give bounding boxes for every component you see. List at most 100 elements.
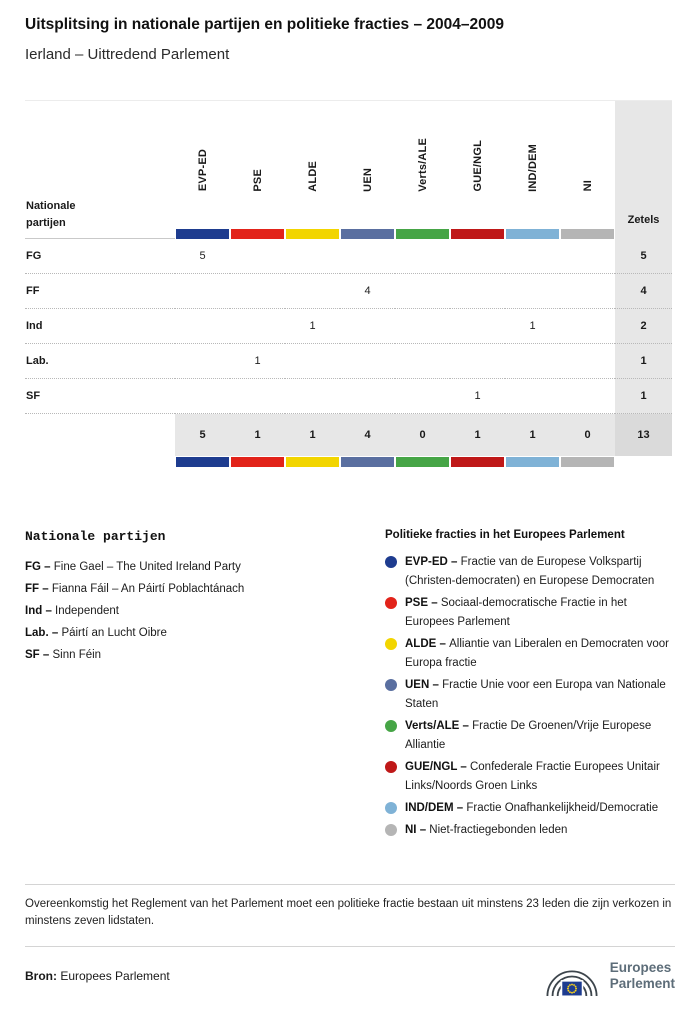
- totals-value-cell: 4: [340, 413, 395, 456]
- column-header-ni: NI: [581, 180, 594, 192]
- value-cell: [175, 273, 230, 309]
- ep-hemicycle-icon: [546, 970, 598, 997]
- group-color-bar: [396, 228, 449, 239]
- value-cell: 1: [450, 378, 505, 414]
- legend-item-ind-dem: IND/DEM – Fractie Onafhankelijkheid/Demo…: [385, 799, 675, 818]
- seats-cell: 5: [615, 238, 672, 274]
- value-cell: [340, 238, 395, 274]
- group-color-bar: [231, 456, 284, 467]
- value-cell: [560, 308, 615, 344]
- group-color-bar: [451, 456, 504, 467]
- group-color-bar: [176, 228, 229, 239]
- column-header-uen: UEN: [361, 167, 374, 192]
- value-cell: [230, 378, 285, 414]
- legend-color-dot: [385, 801, 397, 814]
- eu-flag-stars: [566, 983, 577, 994]
- legend-item-verts-ale: Verts/ALE – Fractie De Groenen/Vrije Eur…: [385, 717, 675, 755]
- seats-cell: 1: [615, 343, 672, 379]
- totals-row: 5 1 1 4 0 1 1 0 13: [25, 413, 672, 456]
- value-cell: [505, 238, 560, 274]
- group-color-bar: [396, 456, 449, 467]
- group-color-bar: [341, 456, 394, 467]
- totals-value-cell: 1: [230, 413, 285, 456]
- group-color-bar: [451, 228, 504, 239]
- page-title: Uitsplitsing in nationale partijen en po…: [25, 16, 504, 33]
- group-color-bar: [286, 456, 339, 467]
- source-text: Bron: Europees Parlement: [25, 969, 170, 984]
- value-cell: 5: [175, 238, 230, 274]
- group-color-bar: [506, 228, 559, 239]
- group-color-bar: [286, 228, 339, 239]
- totals-value-cell: 0: [560, 413, 615, 456]
- political-groups-legend-title: Politieke fracties in het Europees Parle…: [385, 528, 625, 541]
- color-bar-row: [25, 228, 672, 239]
- page-subtitle: Ierland – Uittredend Parlement: [25, 46, 230, 63]
- legend-color-dot: [385, 823, 397, 836]
- row-lab: Lab. 1 1: [25, 343, 672, 379]
- legend-section: Nationale partijen FG – Fine Gael – The …: [25, 529, 675, 840]
- value-cell: 1: [505, 308, 560, 344]
- value-cell: [285, 238, 340, 274]
- totals-value-cell: 1: [285, 413, 340, 456]
- column-header-pse: PSE: [251, 168, 264, 192]
- legend-item-gue-ngl: GUE/NGL – Confederale Fractie Europees U…: [385, 758, 675, 796]
- party-cell: Lab.: [25, 343, 175, 379]
- seats-column-header: Zetels: [615, 100, 672, 239]
- totals-value-cell: 1: [505, 413, 560, 456]
- infographic-page: Uitsplitsing in nationale partijen en po…: [25, 16, 675, 997]
- legend-item-ni: NI – Niet-fractiegebonden leden: [385, 821, 675, 840]
- value-cell: [340, 378, 395, 414]
- legend-color-dot: [385, 760, 397, 773]
- legend-item-sf: SF – Sinn Féin: [25, 648, 102, 661]
- national-parties-legend: Nationale partijen FG – Fine Gael – The …: [25, 529, 385, 840]
- seats-cell: 4: [615, 273, 672, 309]
- column-header-evp-ed: EVP-ED: [196, 149, 209, 192]
- party-cell: FF: [25, 273, 175, 309]
- value-cell: 1: [230, 343, 285, 379]
- row-header-cell: Nationale partijen: [25, 100, 175, 239]
- row-header-label: Nationale partijen: [26, 199, 76, 229]
- european-parliament-logo: Europees Parlement: [544, 955, 675, 997]
- row-ind: Ind 1 1 2: [25, 308, 672, 344]
- source-row: Bron: Europees Parlement: [25, 955, 675, 997]
- group-color-bar: [231, 228, 284, 239]
- legend-item-pse: PSE – Sociaal-democratische Fractie in h…: [385, 594, 675, 632]
- bottom-color-bar-row: [25, 456, 672, 467]
- eu-flag: [561, 981, 582, 996]
- value-cell: [230, 238, 285, 274]
- group-color-bar: [176, 456, 229, 467]
- legend-item-fg: FG – Fine Gael – The United Ireland Part…: [25, 560, 241, 573]
- party-cell: Ind: [25, 308, 175, 344]
- value-cell: [505, 343, 560, 379]
- group-color-bar: [341, 228, 394, 239]
- column-header-ind-dem: IND/DEM: [526, 143, 539, 192]
- legend-item-ind: Ind – Independent: [25, 604, 119, 617]
- value-cell: [395, 343, 450, 379]
- row-sf: SF 1 1: [25, 378, 672, 414]
- legend-color-dot: [385, 719, 397, 732]
- political-groups-legend: Politieke fracties in het Europees Parle…: [385, 529, 675, 840]
- value-cell: [230, 308, 285, 344]
- value-cell: [395, 378, 450, 414]
- value-cell: [395, 273, 450, 309]
- footnote: Overeenkomstig het Reglement van het Par…: [25, 897, 672, 928]
- value-cell: 4: [340, 273, 395, 309]
- value-cell: [285, 378, 340, 414]
- legend-item-ff: FF – Fianna Fáil – An Páirtí Poblachtána…: [25, 582, 245, 595]
- totals-value-cell: 5: [175, 413, 230, 456]
- value-cell: [340, 308, 395, 344]
- row-ff: FF 4 4: [25, 273, 672, 309]
- seats-cell: 1: [615, 378, 672, 414]
- legend-item-lab: Lab. – Páirtí an Lucht Oibre: [25, 626, 167, 639]
- totals-value-cell: 0: [395, 413, 450, 456]
- value-cell: [450, 308, 505, 344]
- ep-logo-wordmark: Europees Parlement: [609, 959, 675, 992]
- group-header-row: Nationale partijen EVP-ED PSE ALDE UEN V…: [25, 100, 672, 239]
- legend-color-dot: [385, 637, 397, 650]
- group-color-bar: [506, 456, 559, 467]
- value-cell: 1: [285, 308, 340, 344]
- breakdown-table: Nationale partijen EVP-ED PSE ALDE UEN V…: [25, 100, 672, 467]
- totals-value-cell: 1: [450, 413, 505, 456]
- column-header-verts-ale: Verts/ALE: [416, 137, 429, 192]
- value-cell: [230, 273, 285, 309]
